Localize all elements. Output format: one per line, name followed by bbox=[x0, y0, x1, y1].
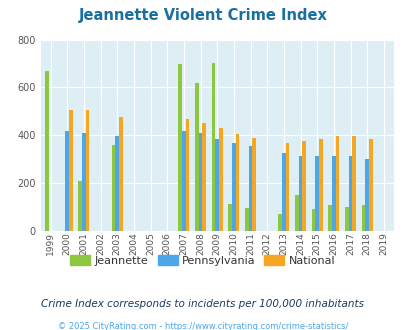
Bar bbox=[45, 71, 49, 231]
Bar bbox=[82, 133, 85, 231]
Bar bbox=[298, 156, 302, 231]
Bar bbox=[311, 209, 315, 231]
Bar bbox=[335, 136, 339, 231]
Bar bbox=[232, 143, 235, 231]
Bar bbox=[65, 131, 69, 231]
Bar bbox=[178, 64, 181, 231]
Bar bbox=[361, 205, 364, 231]
Bar bbox=[302, 141, 305, 231]
Bar bbox=[344, 207, 348, 231]
Bar bbox=[235, 134, 239, 231]
Bar bbox=[198, 133, 202, 231]
Bar bbox=[111, 145, 115, 231]
Bar bbox=[364, 158, 368, 231]
Bar bbox=[331, 156, 335, 231]
Bar bbox=[211, 63, 215, 231]
Bar bbox=[115, 136, 119, 231]
Bar bbox=[278, 214, 281, 231]
Bar bbox=[294, 195, 298, 231]
Bar bbox=[219, 128, 222, 231]
Bar bbox=[202, 123, 206, 231]
Bar bbox=[328, 205, 331, 231]
Bar bbox=[228, 204, 232, 231]
Bar bbox=[215, 139, 219, 231]
Bar bbox=[78, 181, 82, 231]
Bar bbox=[248, 146, 252, 231]
Bar bbox=[185, 119, 189, 231]
Bar bbox=[285, 143, 289, 231]
Bar bbox=[315, 156, 318, 231]
Bar bbox=[85, 110, 89, 231]
Bar bbox=[181, 131, 185, 231]
Bar bbox=[368, 139, 372, 231]
Legend: Jeannette, Pennsylvania, National: Jeannette, Pennsylvania, National bbox=[66, 250, 339, 270]
Text: Crime Index corresponds to incidents per 100,000 inhabitants: Crime Index corresponds to incidents per… bbox=[41, 299, 364, 309]
Bar bbox=[348, 156, 352, 231]
Bar bbox=[119, 117, 122, 231]
Bar bbox=[69, 110, 72, 231]
Bar bbox=[245, 208, 248, 231]
Bar bbox=[252, 138, 256, 231]
Text: © 2025 CityRating.com - https://www.cityrating.com/crime-statistics/: © 2025 CityRating.com - https://www.city… bbox=[58, 322, 347, 330]
Text: Jeannette Violent Crime Index: Jeannette Violent Crime Index bbox=[79, 8, 326, 23]
Bar bbox=[194, 83, 198, 231]
Bar bbox=[281, 153, 285, 231]
Bar bbox=[318, 139, 322, 231]
Bar bbox=[352, 136, 355, 231]
